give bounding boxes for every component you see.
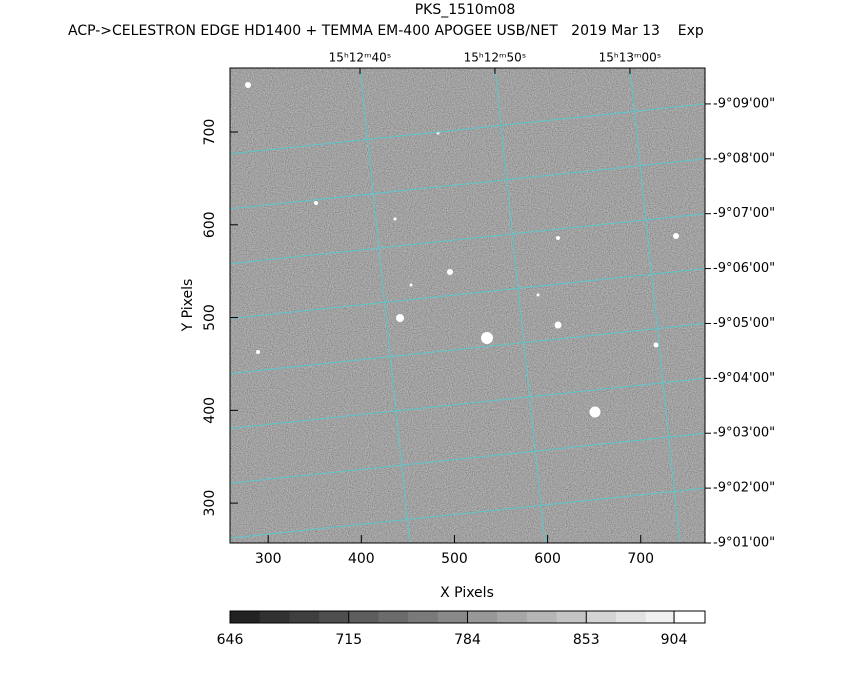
star xyxy=(589,406,601,418)
colorbar-cell xyxy=(319,611,350,623)
image-noise xyxy=(230,68,705,543)
sky-image xyxy=(230,68,705,543)
colorbar-cell xyxy=(437,611,468,623)
colorbar-cell xyxy=(348,611,379,623)
grid-line xyxy=(230,377,705,429)
x2-tick-label: 15ʰ12ᵐ50ˢ xyxy=(464,51,527,65)
colorbar-cell xyxy=(645,611,676,623)
y2-tick-label: -9°02'00" xyxy=(713,481,775,496)
colorbar-cell xyxy=(586,611,617,623)
y2-tick-label: -9°06'00" xyxy=(713,261,775,276)
grid-line xyxy=(230,213,705,265)
star xyxy=(393,217,397,221)
colorbar-tick-label: 853 xyxy=(573,632,600,648)
colorbar-cell xyxy=(497,611,528,623)
grid-line xyxy=(494,68,546,543)
y2-tick-label: -9°01'00" xyxy=(713,536,775,551)
colorbar-cell xyxy=(467,611,498,623)
y-tick-label: 600 xyxy=(202,211,218,238)
chart-subtitle: ACP->CELESTRON EDGE HD1400 + TEMMA EM-40… xyxy=(68,23,704,39)
grid-line xyxy=(230,487,705,539)
star xyxy=(447,269,453,275)
star xyxy=(409,283,413,287)
colorbar: 646 715 784 853 904 xyxy=(217,610,706,648)
x-tick-label: 600 xyxy=(534,551,561,567)
grid-line xyxy=(230,103,705,155)
colorbar-cell xyxy=(675,611,706,623)
star xyxy=(314,201,318,205)
grid-line xyxy=(230,322,705,374)
x-tick-label: 400 xyxy=(348,551,375,567)
x-tick-label: 300 xyxy=(255,551,282,567)
star xyxy=(396,314,404,322)
grid-line xyxy=(629,68,681,543)
y-tick-label: 300 xyxy=(202,490,218,517)
x-tick-label: 700 xyxy=(627,551,654,567)
chart-title: PKS_1510m08 xyxy=(415,2,516,18)
x2-tick-label: 15ʰ12ᵐ40ˢ xyxy=(329,51,392,65)
colorbar-tick-label: 784 xyxy=(454,632,481,648)
y2-tick-label: -9°03'00" xyxy=(713,426,775,441)
star xyxy=(556,236,560,240)
grid-line xyxy=(230,268,705,320)
y2-tick-label: -9°05'00" xyxy=(713,316,775,331)
y2-tick-label: -9°08'00" xyxy=(713,151,775,166)
star xyxy=(481,332,493,344)
colorbar-cell xyxy=(378,611,409,623)
colorbar-cell xyxy=(259,611,290,623)
star xyxy=(536,293,540,297)
y2-tick-label: -9°09'00" xyxy=(713,96,775,111)
grid-line xyxy=(230,158,705,210)
grid-line xyxy=(230,432,705,484)
y2-tick-label: -9°04'00" xyxy=(713,371,775,386)
colorbar-tick-label: 904 xyxy=(661,632,688,648)
x-tick-label: 500 xyxy=(441,551,468,567)
coordinate-grid xyxy=(230,68,705,543)
x2-tick-label: 15ʰ13ᵐ00ˢ xyxy=(599,51,662,65)
y-tick-label: 700 xyxy=(202,119,218,146)
stars xyxy=(245,82,679,418)
x-axis-label: X Pixels xyxy=(440,585,494,601)
star xyxy=(245,82,251,88)
y2-tick-label: -9°07'00" xyxy=(713,206,775,221)
colorbar-cell xyxy=(230,611,261,623)
colorbar-tick-label: 715 xyxy=(335,632,362,648)
star xyxy=(673,233,679,239)
colorbar-cell xyxy=(556,611,587,623)
y-axis-label: Y Pixels xyxy=(180,279,196,333)
star xyxy=(256,350,260,354)
star xyxy=(653,342,659,348)
plot-frame xyxy=(229,67,706,544)
colorbar-cell xyxy=(526,611,558,623)
colorbar-cell xyxy=(615,611,647,623)
star xyxy=(554,321,562,329)
colorbar-cell xyxy=(408,611,439,623)
colorbar-tick-label: 646 xyxy=(217,632,244,648)
grid-line xyxy=(359,68,411,543)
y-tick-label: 400 xyxy=(202,397,218,424)
y-tick-label: 500 xyxy=(202,304,218,331)
colorbar-cell xyxy=(289,611,320,623)
